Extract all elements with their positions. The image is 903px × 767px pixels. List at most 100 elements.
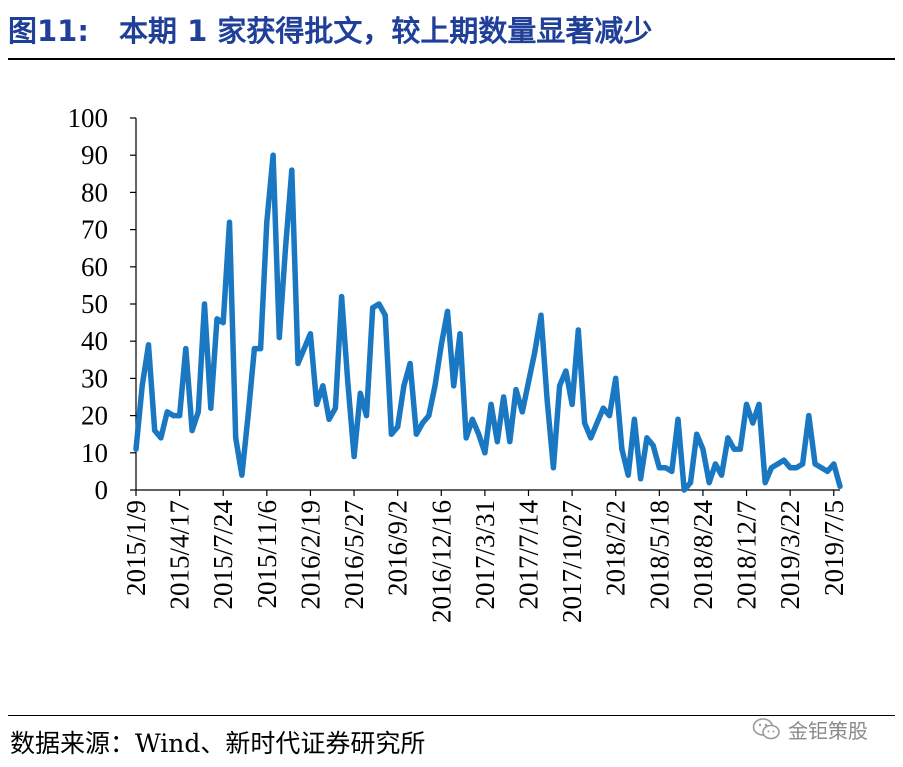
y-tick-label: 0	[95, 475, 109, 505]
data-point	[800, 461, 806, 467]
figure-title: 图11: 本期 1 家获得批文，较上期数量显著减少	[8, 8, 652, 50]
data-point	[258, 346, 264, 352]
y-tick-label: 90	[81, 140, 108, 170]
data-point	[588, 435, 594, 441]
data-point	[388, 431, 394, 437]
data-point	[650, 442, 656, 448]
data-point	[575, 327, 581, 333]
data-point	[812, 461, 818, 467]
x-tick-label: 2018/12/7	[732, 500, 762, 610]
data-point	[756, 401, 762, 407]
data-point	[831, 461, 837, 467]
data-point	[444, 308, 451, 314]
data-point	[201, 301, 208, 307]
y-tick-label: 20	[81, 401, 108, 431]
data-point	[525, 379, 532, 385]
data-point	[220, 320, 226, 326]
x-tick-label: 2016/9/2	[383, 500, 413, 596]
data-point	[743, 401, 750, 407]
figure-title-text: 本期 1 家获得批文，较上期数量显著减少	[118, 14, 653, 48]
data-point	[482, 450, 488, 456]
data-point	[687, 480, 694, 486]
data-point	[544, 398, 550, 404]
data-point	[370, 305, 376, 311]
data-point	[669, 468, 675, 474]
data-point	[251, 346, 257, 352]
data-point	[351, 453, 357, 460]
series-line	[133, 152, 843, 493]
data-point	[719, 472, 725, 478]
data-point	[233, 435, 239, 441]
data-point	[276, 334, 282, 341]
y-tick-label: 100	[68, 103, 109, 133]
data-point	[725, 435, 731, 441]
data-point	[781, 457, 787, 463]
data-point	[488, 401, 494, 407]
data-point	[282, 245, 289, 251]
y-tick-label: 50	[81, 289, 108, 319]
data-point	[563, 368, 569, 374]
data-point	[793, 465, 800, 471]
x-tick-label: 2018/5/18	[644, 500, 674, 610]
data-point	[438, 342, 444, 348]
data-point	[762, 480, 768, 486]
x-tick-label: 2015/7/24	[208, 500, 238, 610]
x-tick-label: 2015/1/9	[121, 500, 151, 596]
x-tick-label: 2016/2/19	[295, 500, 325, 610]
data-point	[420, 420, 426, 426]
y-tick-label: 70	[81, 215, 108, 245]
data-point	[476, 431, 482, 437]
watermark: 金钜策股	[752, 712, 868, 746]
data-point	[357, 390, 363, 396]
data-point	[164, 409, 170, 415]
y-tick-label: 80	[81, 177, 108, 207]
data-point	[644, 435, 650, 441]
data-point	[395, 424, 401, 430]
data-point	[656, 465, 662, 471]
x-tick-label: 2017/10/27	[557, 500, 587, 623]
x-tick-label: 2019/7/5	[819, 500, 849, 596]
data-point	[731, 446, 737, 452]
data-point	[239, 472, 245, 478]
y-tick-label: 30	[81, 363, 108, 393]
data-point	[494, 439, 500, 445]
data-point	[613, 375, 619, 381]
data-point	[625, 472, 631, 478]
data-point	[824, 468, 831, 474]
data-point	[737, 446, 743, 452]
data-point	[152, 427, 158, 434]
data-point	[501, 394, 507, 400]
data-point	[750, 420, 756, 426]
data-point	[264, 219, 270, 225]
x-tick-label: 2018/8/24	[688, 500, 718, 610]
data-point	[594, 420, 600, 426]
data-point	[775, 461, 781, 467]
data-point	[426, 413, 432, 419]
source-note: 数据来源：Wind、新时代证券研究所	[10, 729, 426, 758]
data-point	[806, 413, 812, 419]
data-point	[663, 465, 669, 471]
x-tick-label: 2015/11/6	[252, 500, 282, 609]
data-point	[694, 431, 700, 437]
y-tick-label: 10	[81, 438, 108, 468]
data-point	[413, 431, 419, 437]
data-point	[675, 416, 681, 422]
data-point	[401, 383, 407, 389]
data-point	[606, 413, 613, 419]
x-tick-label: 2016/5/27	[339, 500, 369, 610]
data-point	[532, 349, 538, 355]
data-point	[582, 420, 588, 426]
x-tick-label: 2015/4/17	[165, 500, 195, 610]
data-point	[538, 312, 544, 318]
data-point	[376, 301, 382, 307]
data-point	[183, 346, 189, 352]
data-point	[139, 383, 145, 389]
wechat-icon	[752, 718, 780, 740]
data-point	[307, 331, 313, 337]
figure-number: 图11:	[8, 14, 89, 48]
data-point	[706, 480, 712, 486]
data-point	[631, 416, 638, 422]
data-point	[700, 446, 706, 452]
data-point	[600, 405, 606, 411]
data-point	[339, 294, 345, 300]
